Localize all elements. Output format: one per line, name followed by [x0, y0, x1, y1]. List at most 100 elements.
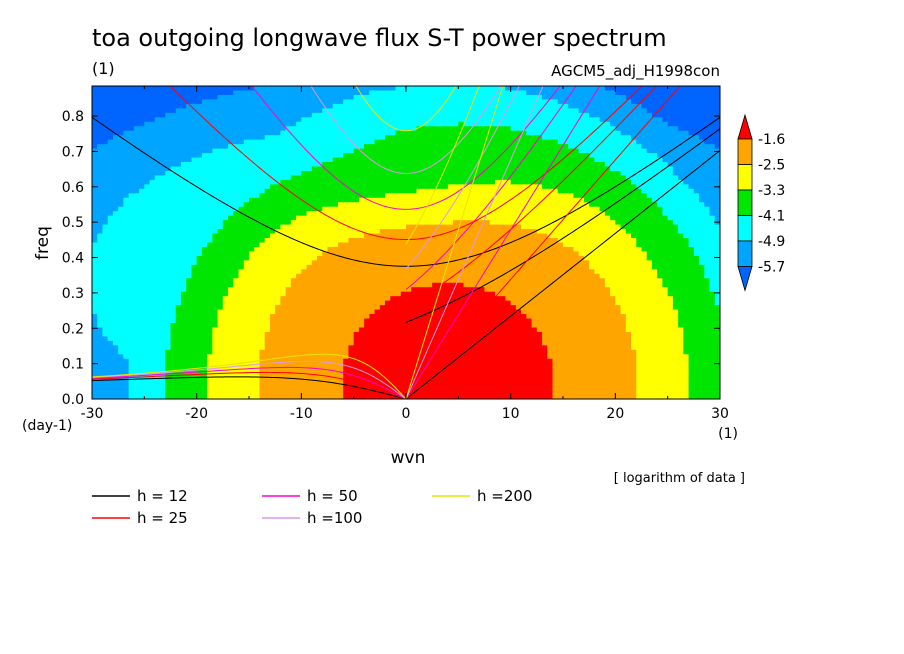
contour-cell: [301, 229, 308, 235]
contour-cell: [186, 162, 193, 168]
contour-cell: [322, 220, 329, 226]
contour-cell: [133, 291, 140, 297]
contour-cell: [390, 314, 397, 320]
contour-cell: [353, 282, 360, 288]
contour-cell: [374, 322, 381, 329]
contour-cell: [311, 148, 318, 154]
contour-cell: [228, 184, 234, 190]
contour-cell: [343, 112, 350, 118]
contour-cell: [139, 264, 145, 270]
contour-cell: [437, 260, 444, 266]
contour-cell: [358, 206, 365, 212]
contour-cell: [249, 305, 255, 311]
contour-cell: [196, 349, 203, 355]
contour-cell: [254, 99, 261, 105]
contour-cell: [170, 264, 177, 270]
contour-cell: [233, 220, 240, 226]
contour-cell: [369, 367, 376, 373]
contour-cell: [306, 291, 313, 297]
contour-cell: [463, 130, 470, 136]
contour-cell: [170, 260, 177, 266]
contour-cell: [385, 336, 391, 342]
contour-cell: [374, 345, 381, 351]
contour-cell: [453, 242, 459, 248]
contour-cell: [165, 179, 172, 185]
contour-cell: [269, 273, 276, 279]
contour-cell: [447, 108, 454, 114]
contour-cell: [97, 394, 104, 399]
contour-cell: [123, 197, 130, 203]
contour-cell: [269, 166, 276, 172]
contour-cell: [144, 251, 151, 257]
contour-cell: [311, 278, 318, 284]
contour-cell: [337, 99, 344, 105]
contour-cell: [400, 255, 407, 261]
contour-cell: [306, 206, 313, 212]
contour-cell: [406, 202, 412, 208]
contour-cell: [212, 269, 219, 275]
contour-cell: [112, 86, 119, 92]
contour-cell: [332, 282, 339, 288]
contour-cell: [149, 108, 156, 114]
contour-cell: [411, 354, 418, 360]
contour-cell: [212, 193, 219, 199]
contour-cell: [207, 215, 213, 221]
contour-cell: [311, 179, 318, 185]
contour-cell: [264, 291, 271, 297]
contour-cell: [212, 260, 219, 266]
contour-cell: [154, 179, 161, 185]
contour-cell: [406, 193, 412, 199]
contour-cell: [343, 188, 350, 194]
contour-cell: [290, 349, 297, 355]
contour-cell: [165, 157, 172, 163]
contour-cell: [201, 126, 208, 132]
contour-cell: [180, 278, 187, 284]
contour-cell: [92, 318, 98, 324]
contour-cell: [133, 202, 140, 208]
contour-cell: [369, 117, 376, 123]
contour-cell: [97, 314, 104, 320]
contour-cell: [165, 126, 172, 132]
contour-cell: [369, 153, 376, 159]
contour-cell: [128, 345, 135, 351]
contour-cell: [118, 282, 124, 288]
contour-cell: [186, 336, 193, 342]
contour-cell: [207, 135, 213, 141]
contour-cell: [139, 144, 145, 150]
contour-cell: [170, 166, 177, 172]
contour-cell: [222, 170, 229, 177]
contour-cell: [92, 170, 98, 177]
contour-cell: [374, 144, 381, 150]
contour-cell: [269, 94, 276, 101]
contour-cell: [390, 162, 397, 168]
contour-cell: [337, 242, 344, 248]
contour-cell: [327, 175, 334, 181]
contour-cell: [207, 166, 213, 172]
contour-cell: [432, 170, 438, 177]
contour-cell: [97, 197, 104, 203]
contour-cell: [233, 170, 240, 177]
contour-cell: [233, 385, 240, 391]
contour-cell: [322, 238, 329, 244]
contour-cell: [102, 264, 109, 270]
contour-cell: [369, 246, 376, 253]
contour-cell: [123, 175, 130, 181]
contour-cell: [97, 251, 104, 257]
contour-cell: [301, 99, 308, 105]
contour-cell: [243, 340, 250, 346]
contour-cell: [343, 269, 350, 275]
contour-cell: [175, 90, 182, 96]
contour-cell: [301, 211, 308, 217]
contour-cell: [426, 148, 433, 154]
contour-cell: [411, 246, 418, 253]
contour-cell: [133, 233, 140, 239]
contour-cell: [447, 305, 454, 311]
contour-cell: [254, 314, 261, 320]
contour-cell: [311, 90, 318, 96]
contour-cell: [144, 309, 151, 315]
contour-cell: [118, 367, 124, 373]
contour-cell: [97, 381, 104, 387]
contour-cell: [180, 193, 187, 199]
contour-cell: [144, 188, 151, 194]
contour-cell: [348, 322, 355, 329]
